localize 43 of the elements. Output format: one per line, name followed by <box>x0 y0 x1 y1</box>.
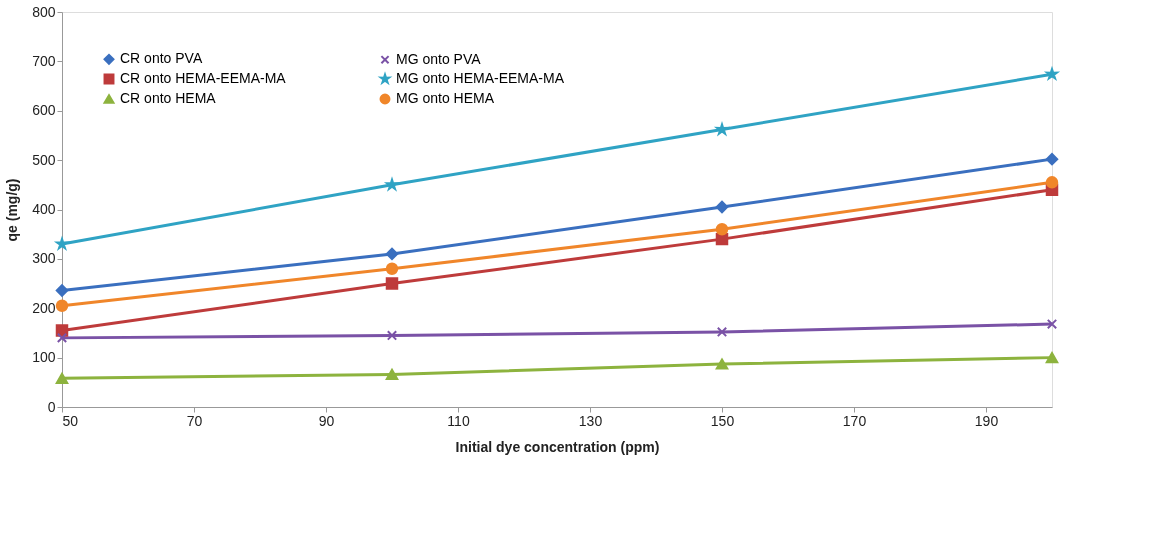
point <box>1045 152 1059 166</box>
point <box>385 368 399 380</box>
y-tick-label: 100 <box>32 349 56 366</box>
x-tick-label: 110 <box>447 412 470 429</box>
point <box>385 277 399 290</box>
y-tick-label: 600 <box>32 102 56 119</box>
legend-label: CR onto HEMA <box>120 90 217 106</box>
legend-label: CR onto HEMA-EEMA-MA <box>120 70 287 86</box>
point <box>55 299 69 313</box>
y-tick-label: 500 <box>32 151 56 168</box>
y-tick-label: 0 <box>47 398 56 415</box>
y-tick-label: 300 <box>32 250 56 267</box>
y-axis-title: qe (mg/g) <box>4 178 21 242</box>
x-tick-label: 130 <box>578 412 603 429</box>
legend-label: MG onto HEMA-EEMA-MA <box>396 70 565 86</box>
point <box>1046 318 1058 330</box>
y-tick-label: 200 <box>32 299 56 316</box>
point <box>715 200 729 214</box>
x-tick-label: 90 <box>318 412 335 429</box>
point <box>1045 176 1059 189</box>
point <box>386 330 398 341</box>
x-tick-label: 70 <box>186 412 203 429</box>
point <box>715 223 729 236</box>
point <box>716 326 728 338</box>
x-tick-label: 170 <box>842 412 867 429</box>
legend-label: MG onto HEMA <box>396 90 495 106</box>
point <box>384 176 399 192</box>
point <box>55 372 69 384</box>
x-tick-label: 150 <box>710 412 735 429</box>
point <box>385 262 399 275</box>
x-tick-label: 50 <box>62 412 79 429</box>
point <box>55 284 69 297</box>
point <box>1045 352 1059 364</box>
y-tick-label: 400 <box>32 201 56 217</box>
legend-label: MG onto PVA <box>396 50 482 67</box>
x-tick-label: 190 <box>974 412 999 429</box>
legend-label: CR onto PVA <box>120 50 203 67</box>
point <box>715 358 729 370</box>
y-tick-label: 800 <box>32 3 56 20</box>
point <box>56 332 68 344</box>
point <box>385 247 399 261</box>
y-tick-label: 700 <box>32 52 56 69</box>
x-axis-title: Initial dye concentration (ppm) <box>455 438 660 455</box>
